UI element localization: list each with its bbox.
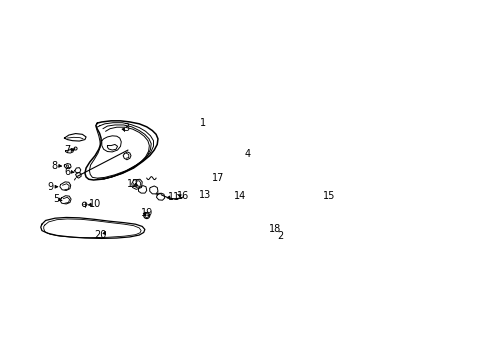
Text: 12: 12 — [126, 180, 139, 189]
Text: 1: 1 — [200, 118, 205, 128]
Text: 16: 16 — [177, 191, 189, 201]
Text: 19: 19 — [141, 208, 153, 218]
Text: 18: 18 — [268, 224, 281, 234]
Text: 4: 4 — [244, 149, 250, 159]
Text: 9: 9 — [47, 182, 54, 192]
Text: 17: 17 — [212, 173, 224, 183]
Text: 5: 5 — [53, 194, 59, 204]
Text: 7: 7 — [64, 145, 70, 155]
Text: 15: 15 — [323, 191, 335, 201]
Text: 2: 2 — [277, 231, 284, 241]
Text: 10: 10 — [89, 199, 101, 210]
Text: 11: 11 — [167, 192, 180, 202]
Text: 14: 14 — [234, 191, 246, 201]
Text: 3: 3 — [123, 123, 129, 133]
Text: 13: 13 — [199, 190, 211, 200]
Text: 6: 6 — [64, 167, 70, 177]
Text: 8: 8 — [51, 161, 57, 171]
Text: 20: 20 — [94, 230, 107, 240]
